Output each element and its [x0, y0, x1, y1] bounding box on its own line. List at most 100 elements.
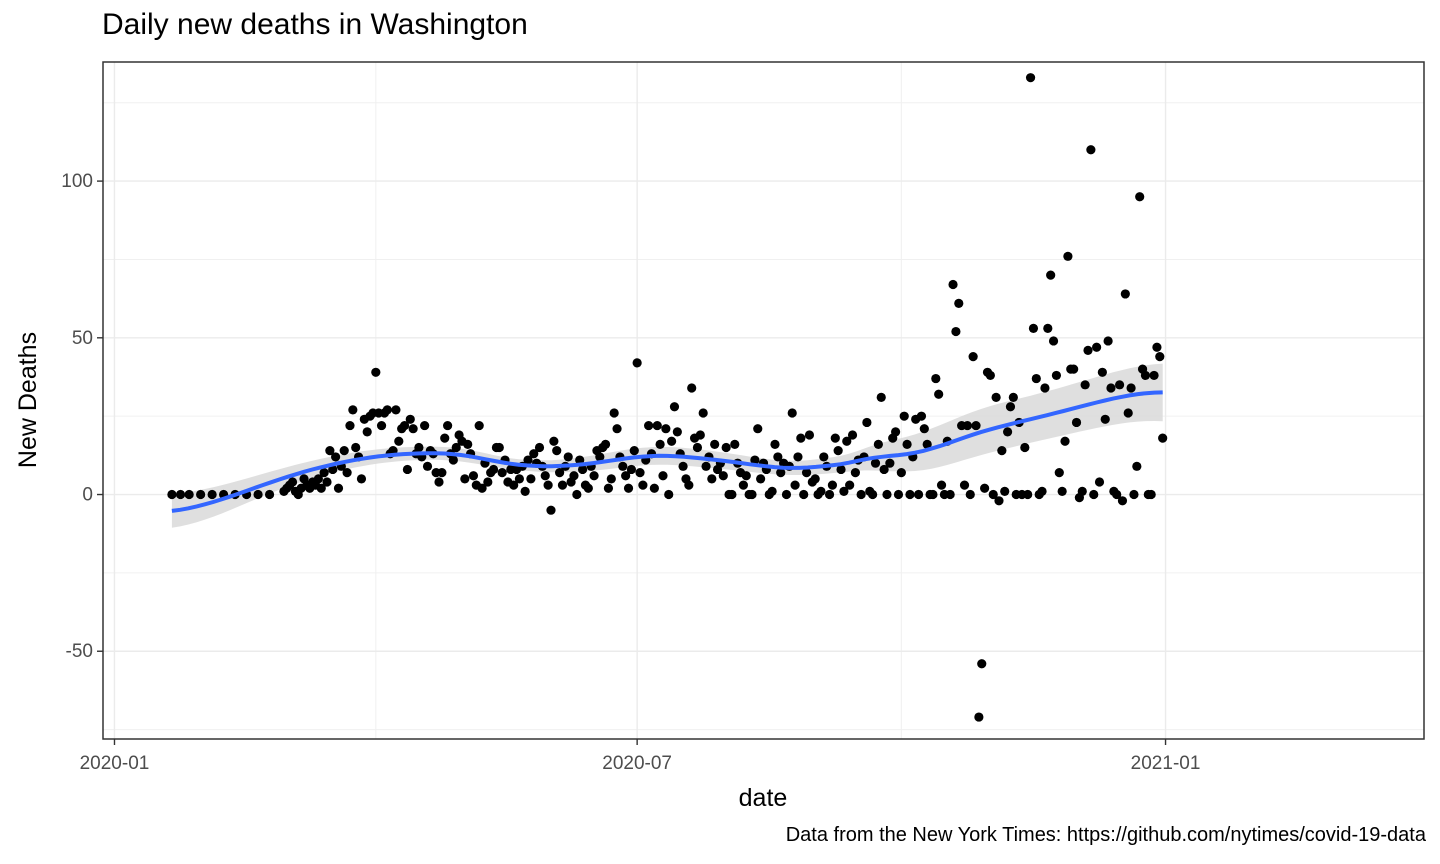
data-point — [523, 455, 533, 465]
data-point — [621, 471, 631, 481]
data-point — [1071, 417, 1082, 428]
data-point — [348, 405, 358, 415]
data-point — [595, 452, 605, 462]
data-point — [876, 392, 886, 402]
data-point — [845, 480, 855, 490]
data-point — [1158, 433, 1168, 443]
data-point — [870, 458, 881, 468]
data-point — [936, 480, 947, 490]
data-point — [842, 436, 852, 446]
data-point — [322, 477, 332, 487]
data-point — [534, 442, 545, 453]
grid-layer — [103, 62, 1424, 739]
data-point — [1046, 270, 1056, 280]
data-point — [1083, 345, 1093, 355]
data-point — [707, 474, 717, 484]
data-point — [799, 489, 809, 500]
data-point — [1086, 145, 1096, 155]
data-point — [563, 452, 573, 462]
y-tick-label: -50 — [66, 641, 93, 662]
data-point — [1048, 336, 1059, 346]
confidence-ribbon — [171, 363, 1163, 528]
chart-title: Daily new deaths in Washington — [102, 8, 528, 41]
data-point — [790, 480, 800, 490]
data-point — [497, 467, 507, 478]
data-point — [701, 461, 711, 471]
data-point — [658, 471, 668, 481]
data-point — [1043, 323, 1053, 334]
data-point — [738, 480, 748, 490]
data-point — [468, 471, 479, 481]
data-point — [1063, 251, 1073, 261]
data-point — [422, 461, 433, 471]
data-point — [434, 477, 444, 487]
data-point — [391, 405, 401, 415]
data-point — [980, 483, 990, 493]
data-point — [644, 420, 654, 431]
data-point — [494, 442, 504, 453]
data-point — [1092, 342, 1102, 352]
data-point — [770, 439, 780, 449]
data-point — [331, 452, 341, 462]
data-point — [376, 420, 387, 431]
data-point — [905, 489, 915, 500]
data-point — [796, 433, 806, 443]
data-point — [319, 467, 329, 478]
chart-caption: Data from the New York Times: https://gi… — [785, 824, 1426, 846]
data-point — [928, 489, 938, 500]
data-point — [600, 439, 611, 449]
data-point — [873, 439, 883, 449]
data-point — [891, 427, 901, 437]
data-point — [451, 442, 461, 453]
smooth-layer — [171, 390, 1163, 513]
data-point — [1152, 342, 1162, 352]
data-point — [420, 420, 430, 431]
data-point — [552, 446, 562, 456]
data-point — [1077, 486, 1087, 496]
data-point — [1089, 489, 1099, 500]
data-point — [463, 439, 473, 449]
smooth-line — [171, 390, 1163, 513]
data-point — [756, 474, 766, 484]
data-point — [1028, 323, 1039, 334]
ribbon-layer — [171, 363, 1163, 528]
y-tick-label: 100 — [61, 171, 93, 192]
data-point — [325, 446, 335, 456]
data-point — [555, 467, 565, 478]
data-point — [1126, 383, 1136, 393]
data-point — [1129, 489, 1139, 500]
y-tick-label: 50 — [72, 328, 93, 349]
data-point — [994, 496, 1004, 506]
data-point — [589, 471, 599, 481]
data-point — [328, 464, 338, 475]
data-point — [549, 436, 559, 446]
data-point — [667, 436, 677, 446]
data-point — [529, 449, 539, 459]
data-point — [1155, 352, 1165, 362]
data-point — [899, 411, 909, 421]
data-point — [721, 442, 731, 453]
data-point — [1031, 373, 1041, 384]
data-point — [1106, 383, 1116, 393]
data-point — [916, 411, 927, 421]
data-point — [695, 430, 705, 440]
data-point — [836, 464, 846, 475]
data-point — [483, 477, 493, 487]
data-point — [974, 712, 984, 722]
axis-layer: -50 0 50 100 2020-01 2020-07 2021-01 — [61, 171, 1200, 774]
data-point — [287, 477, 298, 487]
data-point — [609, 408, 619, 418]
data-point — [985, 370, 995, 381]
data-point — [684, 480, 694, 490]
data-point — [1020, 442, 1030, 453]
data-point — [414, 442, 424, 453]
data-point — [919, 424, 929, 434]
data-point — [333, 483, 344, 493]
data-point — [819, 452, 829, 462]
data-point — [583, 483, 593, 493]
data-point — [526, 474, 536, 484]
data-point — [882, 489, 892, 500]
data-point — [968, 352, 978, 362]
x-tick-label: 2021-01 — [1131, 753, 1201, 774]
data-point — [816, 486, 826, 496]
